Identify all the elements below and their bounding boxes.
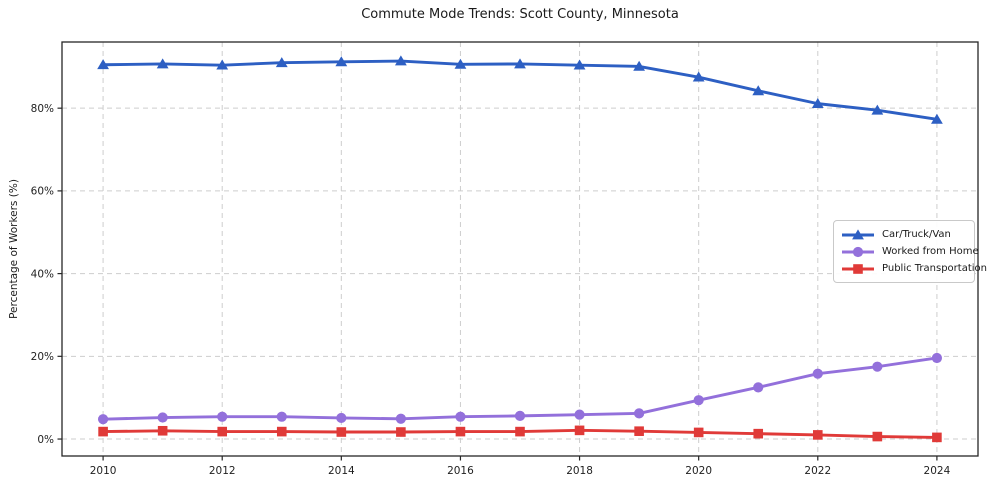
legend-circle-marker bbox=[852, 246, 864, 257]
y-tick-label: 0% bbox=[37, 434, 54, 446]
series-line-0 bbox=[101, 59, 939, 121]
data-point-marker-circle bbox=[97, 414, 109, 425]
data-point-marker-circle bbox=[634, 408, 645, 419]
data-point-marker-triangle bbox=[633, 60, 646, 71]
data-point-marker-circle bbox=[574, 409, 585, 420]
data-point-marker-square bbox=[276, 426, 287, 437]
data-point-marker-triangle bbox=[156, 58, 169, 69]
chart-title: Commute Mode Trends: Scott County, Minne… bbox=[361, 7, 679, 22]
x-tick-label: 2012 bbox=[209, 465, 236, 477]
x-tick-label: 2016 bbox=[447, 465, 474, 477]
data-point-marker-square bbox=[574, 425, 585, 436]
legend-marker-circle-icon bbox=[842, 246, 874, 257]
data-point-marker-square bbox=[872, 431, 883, 442]
legend-square-marker bbox=[853, 263, 863, 274]
x-tick-label: 2010 bbox=[90, 465, 117, 477]
legend: Car/Truck/Van Worked from Home Public Tr… bbox=[833, 220, 987, 283]
data-point-marker-square bbox=[455, 426, 466, 437]
data-point-marker-circle bbox=[217, 411, 228, 422]
data-point-marker-triangle bbox=[811, 98, 824, 109]
legend-item-car-truck-van: Car/Truck/Van bbox=[841, 226, 967, 243]
data-point-marker-circle bbox=[157, 412, 168, 423]
legend-marker-triangle-icon bbox=[842, 228, 874, 239]
data-point-marker-triangle bbox=[335, 56, 348, 67]
data-point-marker-circle bbox=[455, 411, 466, 422]
data-point-marker-square bbox=[932, 432, 942, 443]
data-point-marker-triangle bbox=[275, 57, 288, 68]
data-point-marker-triangle bbox=[692, 71, 705, 82]
data-point-marker-circle bbox=[693, 395, 704, 406]
x-tick-label: 2024 bbox=[924, 465, 951, 477]
y-tick-label: 20% bbox=[31, 351, 54, 363]
data-point-marker-triangle bbox=[931, 113, 943, 124]
data-point-marker-square bbox=[515, 426, 525, 437]
data-point-marker-circle bbox=[931, 352, 943, 364]
data-point-marker-circle bbox=[812, 368, 823, 379]
legend-item-public-transportation: Public Transportation bbox=[841, 260, 987, 277]
y-tick-label: 80% bbox=[31, 103, 54, 115]
data-point-marker-circle bbox=[395, 413, 406, 424]
y-tick-label: 40% bbox=[31, 268, 54, 280]
data-point-marker-square bbox=[336, 427, 347, 437]
series-line-1 bbox=[101, 356, 939, 421]
data-point-marker-square bbox=[396, 427, 406, 437]
x-tick-label: 2020 bbox=[685, 465, 712, 477]
y-tick-label: 60% bbox=[31, 186, 54, 198]
data-point-marker-triangle bbox=[752, 85, 765, 96]
legend-item-worked-from-home: Worked from Home bbox=[841, 243, 979, 260]
data-point-marker-circle bbox=[514, 410, 526, 421]
data-point-marker-triangle bbox=[394, 55, 407, 66]
legend-label: Public Transportation bbox=[882, 263, 987, 274]
x-tick-label: 2014 bbox=[328, 465, 355, 477]
data-point-marker-square bbox=[157, 425, 168, 436]
x-tick-label: 2018 bbox=[566, 465, 593, 477]
legend-marker-square-icon bbox=[842, 263, 874, 274]
data-point-marker-circle bbox=[872, 361, 883, 372]
legend-triangle-marker bbox=[852, 228, 864, 239]
data-point-marker-square bbox=[634, 426, 644, 436]
data-point-marker-circle bbox=[276, 411, 287, 422]
x-tick-label: 2022 bbox=[804, 465, 831, 477]
data-point-marker-circle bbox=[336, 412, 347, 424]
data-point-marker-triangle bbox=[514, 58, 526, 69]
data-point-marker-triangle bbox=[454, 58, 467, 69]
data-point-marker-square bbox=[98, 426, 108, 437]
data-point-marker-triangle bbox=[97, 59, 109, 70]
data-point-marker-square bbox=[217, 426, 228, 437]
legend-label: Car/Truck/Van bbox=[882, 229, 951, 240]
data-point-marker-triangle bbox=[871, 104, 884, 115]
data-point-marker-triangle bbox=[216, 59, 229, 70]
legend-label: Worked from Home bbox=[882, 246, 979, 257]
data-point-marker-square bbox=[753, 428, 764, 439]
data-point-marker-square bbox=[812, 430, 823, 440]
data-point-marker-square bbox=[693, 427, 704, 438]
data-point-marker-triangle bbox=[573, 59, 586, 70]
plot-area-border bbox=[61, 41, 979, 457]
data-point-marker-circle bbox=[753, 382, 764, 393]
